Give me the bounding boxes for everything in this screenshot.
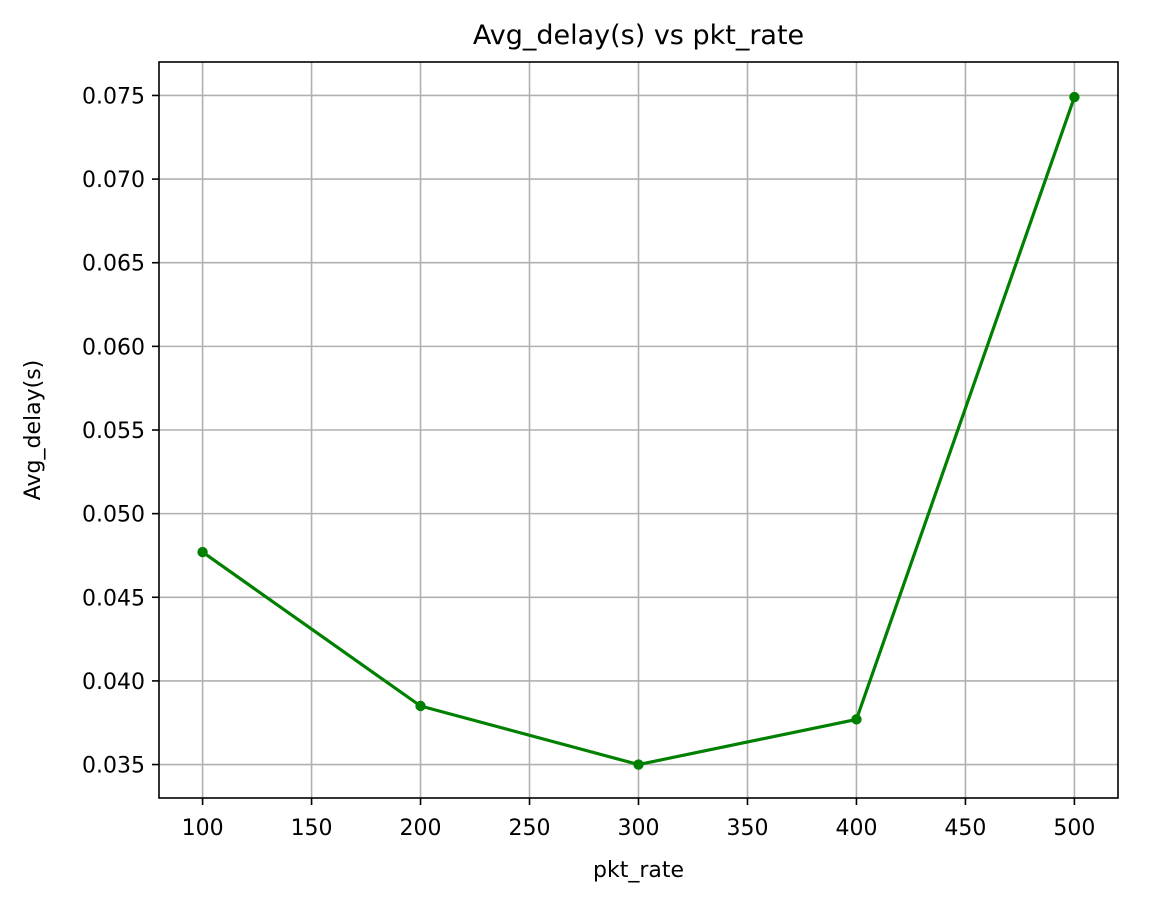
y-tick-label: 0.045 bbox=[82, 586, 145, 611]
x-tick-label: 250 bbox=[509, 816, 551, 841]
x-tick-label: 300 bbox=[618, 816, 660, 841]
y-tick-label: 0.070 bbox=[82, 168, 145, 193]
data-point bbox=[415, 700, 426, 712]
data-point bbox=[1069, 91, 1080, 103]
chart-title: Avg_delay(s) vs pkt_rate bbox=[473, 20, 804, 51]
y-axis-ticks: 0.035 0.040 0.045 0.050 0.055 0.060 0.065 0.070… bbox=[82, 84, 159, 779]
y-tick-label: 0.065 bbox=[82, 252, 145, 277]
y-axis-label: Avg_delay(s) bbox=[21, 360, 46, 501]
y-tick-label: 0.060 bbox=[82, 335, 145, 360]
y-tick-label: 0.040 bbox=[82, 670, 145, 695]
x-tick-label: 200 bbox=[400, 816, 442, 841]
y-tick-label: 0.075 bbox=[82, 84, 145, 109]
data-point bbox=[633, 759, 644, 770]
x-tick-label: 150 bbox=[291, 816, 333, 841]
x-tick-label: 500 bbox=[1053, 816, 1095, 841]
data-point bbox=[851, 714, 862, 725]
y-tick-label: 0.055 bbox=[82, 419, 145, 444]
x-tick-label: 400 bbox=[835, 816, 877, 841]
x-tick-label: 350 bbox=[726, 816, 768, 841]
y-tick-label: 0.050 bbox=[82, 503, 145, 528]
y-tick-label: 0.035 bbox=[82, 754, 145, 779]
x-axis-ticks: 100 150 200 250 300 350 400 450 500 bbox=[182, 798, 1095, 841]
data-point bbox=[197, 546, 208, 558]
x-axis-label: pkt_rate bbox=[593, 858, 684, 883]
series-layer bbox=[197, 91, 1080, 770]
x-tick-label: 100 bbox=[182, 816, 224, 841]
x-tick-label: 450 bbox=[944, 816, 986, 841]
